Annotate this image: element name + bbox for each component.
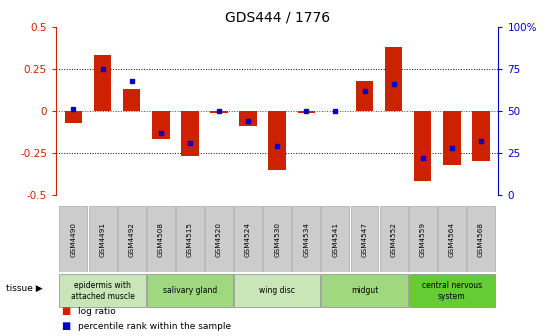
Bar: [59, 206, 87, 272]
Bar: [176, 206, 204, 272]
Bar: [147, 274, 233, 307]
Bar: [472, 111, 489, 161]
Text: GSM4568: GSM4568: [478, 222, 484, 257]
Bar: [147, 206, 175, 272]
Text: GSM4534: GSM4534: [304, 222, 309, 257]
Text: GSM4552: GSM4552: [391, 222, 396, 257]
Text: ■: ■: [62, 321, 71, 331]
Bar: [409, 274, 495, 307]
Bar: [234, 274, 320, 307]
Text: midgut: midgut: [351, 286, 378, 295]
Text: GSM4520: GSM4520: [216, 222, 222, 257]
Bar: [380, 206, 408, 272]
Text: GSM4541: GSM4541: [333, 222, 338, 257]
Text: GSM4524: GSM4524: [245, 222, 251, 257]
Text: GSM4508: GSM4508: [158, 222, 164, 257]
Text: salivary gland: salivary gland: [163, 286, 217, 295]
Bar: [118, 206, 146, 272]
Bar: [467, 206, 495, 272]
Bar: [234, 206, 262, 272]
Text: percentile rank within the sample: percentile rank within the sample: [78, 322, 231, 331]
Bar: [268, 111, 286, 170]
Bar: [181, 111, 199, 156]
Text: GSM4515: GSM4515: [187, 222, 193, 257]
Title: GDS444 / 1776: GDS444 / 1776: [225, 10, 330, 24]
Bar: [292, 206, 320, 272]
Bar: [385, 47, 402, 111]
Text: GSM4530: GSM4530: [274, 222, 280, 257]
Bar: [356, 81, 374, 111]
Bar: [443, 111, 460, 165]
Bar: [409, 206, 437, 272]
Bar: [210, 111, 228, 113]
Text: ■: ■: [62, 306, 71, 316]
Text: log ratio: log ratio: [78, 307, 116, 316]
Bar: [438, 206, 466, 272]
Text: central nervous
system: central nervous system: [422, 281, 482, 301]
Bar: [321, 274, 408, 307]
Text: epidermis with
attached muscle: epidermis with attached muscle: [71, 281, 134, 301]
Text: wing disc: wing disc: [259, 286, 295, 295]
Bar: [414, 111, 431, 181]
Bar: [351, 206, 379, 272]
Bar: [152, 111, 170, 139]
Text: GSM4492: GSM4492: [129, 222, 134, 257]
Bar: [263, 206, 291, 272]
Text: GSM4491: GSM4491: [100, 222, 106, 257]
Text: tissue ▶: tissue ▶: [6, 284, 42, 293]
Bar: [205, 206, 233, 272]
Text: GSM4490: GSM4490: [71, 222, 77, 257]
Bar: [88, 206, 116, 272]
Bar: [239, 111, 257, 126]
Text: GSM4564: GSM4564: [449, 222, 455, 257]
Text: GSM4547: GSM4547: [362, 222, 367, 257]
Bar: [94, 55, 111, 111]
Bar: [65, 111, 82, 123]
Bar: [321, 206, 349, 272]
Bar: [59, 274, 146, 307]
Text: GSM4559: GSM4559: [420, 222, 426, 257]
Bar: [123, 89, 141, 111]
Bar: [297, 111, 315, 113]
